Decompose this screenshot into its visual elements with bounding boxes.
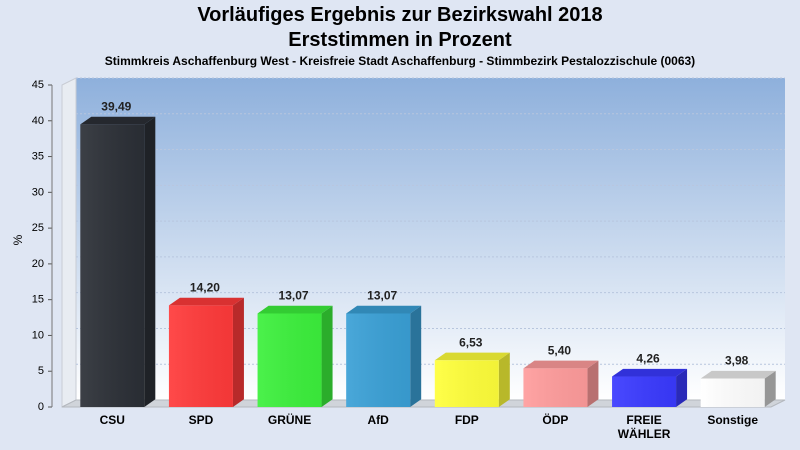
y-axis-label: % <box>11 234 25 245</box>
chart-title: Vorläufiges Ergebnis zur Bezirkswahl 201… <box>197 4 603 26</box>
value-label: 14,20 <box>190 280 220 294</box>
bar-side <box>498 352 510 407</box>
chart-title-line2: Erststimmen in Prozent <box>288 29 512 51</box>
left-wall <box>61 77 77 408</box>
chart-subtitle: Stimmkreis Aschaffenburg West - Kreisfre… <box>104 54 696 68</box>
bar-side <box>676 368 688 407</box>
bar-shade <box>80 124 145 407</box>
bar-shade <box>346 313 411 407</box>
y-tick-label: 5 <box>38 365 44 377</box>
y-tick-label: 30 <box>32 186 44 198</box>
value-label: 3,98 <box>725 354 749 368</box>
y-tick-label: 25 <box>32 222 44 234</box>
value-label: 6,53 <box>459 335 483 349</box>
bar-side <box>321 305 333 407</box>
bar-top <box>168 297 244 306</box>
bar-side <box>410 305 422 407</box>
value-label: 13,07 <box>279 288 309 302</box>
x-tick-label: ÖDP <box>542 412 568 427</box>
bar-shade <box>434 360 499 407</box>
bar-shade <box>700 378 765 407</box>
y-tick-label: 35 <box>32 151 44 163</box>
bar-side <box>764 370 776 407</box>
bar-ödp <box>523 360 599 407</box>
y-tick-label: 45 <box>32 79 44 91</box>
bar-top <box>346 305 422 314</box>
bar-sonstige <box>700 370 776 407</box>
bar-shade <box>612 376 677 407</box>
x-tick-label: FDP <box>455 413 479 427</box>
bar-csu <box>80 116 156 407</box>
x-tick-label: GRÜNE <box>268 412 311 427</box>
bar-shade <box>257 313 322 407</box>
bar-top <box>700 370 776 379</box>
bar-side <box>144 116 156 407</box>
bar-side <box>587 360 599 407</box>
x-tick-label: WÄHLER <box>618 426 671 441</box>
x-tick-label: AfD <box>368 413 390 427</box>
bar-shade <box>168 305 233 407</box>
bar-afd <box>346 305 422 407</box>
bar-fdp <box>434 352 510 407</box>
x-tick-label: CSU <box>100 413 125 427</box>
value-label: 4,26 <box>636 352 660 366</box>
bar-top <box>523 360 599 369</box>
bar-spd <box>168 297 244 407</box>
bar-top <box>434 352 510 361</box>
y-tick-label: 15 <box>32 294 44 306</box>
bar-shade <box>523 368 588 407</box>
bar-top <box>257 305 333 314</box>
bar-side <box>232 297 244 407</box>
y-tick-label: 40 <box>32 115 44 127</box>
value-label: 5,40 <box>548 343 572 357</box>
y-tick-label: 20 <box>32 258 44 270</box>
value-label: 13,07 <box>367 288 397 302</box>
x-tick-label: SPD <box>189 413 214 427</box>
y-tick-label: 10 <box>32 329 44 341</box>
value-label: 39,49 <box>101 99 131 113</box>
bar-top <box>612 368 688 377</box>
bar-grüne <box>257 305 333 407</box>
bar-top <box>80 116 156 125</box>
bar-freie-wähler <box>612 368 688 407</box>
y-tick-label: 0 <box>38 401 44 413</box>
x-tick-label: Sonstige <box>707 413 758 427</box>
x-tick-label: FREIE <box>626 413 661 427</box>
